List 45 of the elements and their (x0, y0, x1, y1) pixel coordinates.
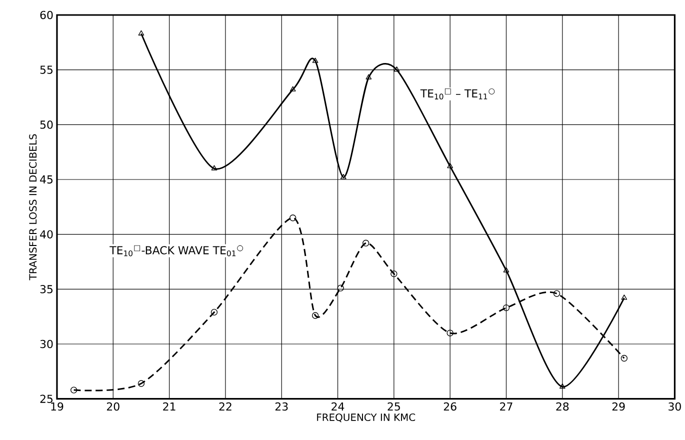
y-tick-label: 40 (40, 230, 53, 239)
point (211, 165, 218, 170)
point (447, 163, 454, 168)
point (290, 214, 296, 222)
x-tick-label: 28 (556, 402, 569, 411)
y-axis-title: TRANSFER LOSS IN DECIBELS (29, 134, 37, 280)
x-tick-label: 27 (500, 402, 512, 411)
point (210, 308, 218, 316)
y-tick-label: 50 (40, 120, 53, 129)
x-tick-label: 26 (444, 402, 456, 411)
point (138, 30, 144, 36)
point (138, 380, 145, 387)
point (620, 355, 628, 362)
y-tick-label: 25 (40, 394, 52, 404)
x-tick-label: 24 (332, 402, 344, 411)
x-tick-label: 30 (668, 402, 681, 411)
point (366, 74, 372, 80)
y-tick-label: 35 (40, 285, 52, 294)
x-axis-title: FREQUENCY IN KMC (317, 414, 416, 422)
point (502, 304, 510, 312)
point (312, 312, 319, 319)
x-tick-label: 20 (106, 402, 120, 411)
y-tick-label: 60 (40, 10, 53, 20)
x-tick-label: 19 (51, 402, 64, 411)
point (446, 330, 454, 336)
x-tick-label: 21 (163, 402, 176, 411)
y-tick-label: 45 (40, 176, 52, 184)
point (559, 384, 566, 389)
point (503, 267, 510, 272)
point (70, 386, 78, 394)
point (390, 270, 398, 278)
x-tick-label: 25 (388, 402, 400, 411)
y-tick-label: 55 (40, 66, 52, 74)
point (340, 174, 346, 180)
point (553, 290, 560, 297)
point (290, 86, 296, 92)
point (312, 58, 318, 63)
point (394, 66, 400, 72)
x-tick-label: 22 (219, 402, 232, 411)
x-tick-label: 23 (275, 402, 288, 411)
point (337, 284, 344, 292)
point (362, 240, 370, 247)
x-tick-label: 29 (612, 402, 625, 411)
y-tick-label: 30 (40, 340, 53, 348)
point (621, 294, 628, 300)
